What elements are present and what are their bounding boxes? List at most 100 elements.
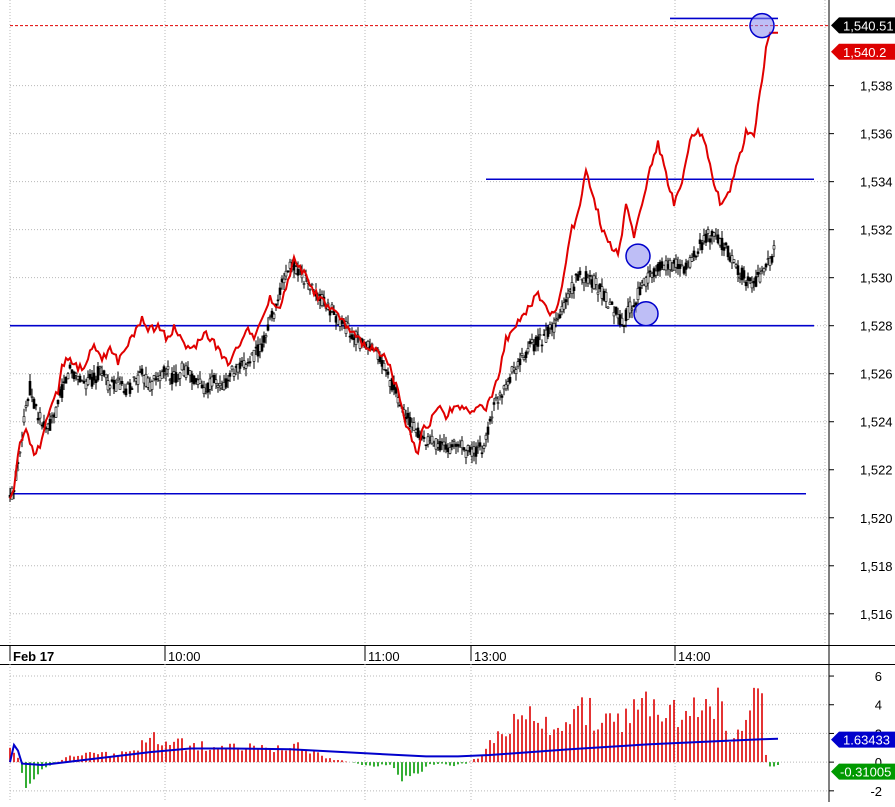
candle-body bbox=[512, 367, 516, 371]
y-tick-label: 1,524 bbox=[860, 415, 893, 430]
candle-body bbox=[110, 379, 114, 382]
candle-body bbox=[92, 372, 96, 381]
candle-body bbox=[240, 360, 244, 363]
candle-body bbox=[310, 283, 314, 286]
candle-body bbox=[384, 369, 388, 372]
candle-body bbox=[648, 270, 652, 273]
candle-body bbox=[558, 314, 562, 319]
candle-body bbox=[190, 373, 194, 383]
candle-body bbox=[224, 378, 228, 388]
candle-body bbox=[96, 366, 100, 381]
histogram-label-text: -0.31005 bbox=[840, 765, 891, 780]
candle-body bbox=[68, 364, 72, 369]
signal-label-box bbox=[831, 731, 895, 748]
candle-body bbox=[188, 370, 192, 376]
candle-body bbox=[128, 382, 132, 394]
candle-body bbox=[168, 379, 172, 381]
candle-body bbox=[354, 331, 358, 345]
y-tick-label: 1,526 bbox=[860, 367, 893, 382]
candle-body bbox=[382, 362, 386, 370]
candle-body bbox=[632, 305, 636, 308]
candle-body bbox=[598, 283, 602, 290]
candle-body bbox=[112, 379, 116, 390]
candle-body bbox=[538, 334, 542, 337]
candle-body bbox=[610, 301, 614, 305]
candle-body bbox=[88, 373, 92, 379]
candle-body bbox=[244, 364, 248, 369]
candle-body bbox=[60, 384, 64, 398]
candle-body bbox=[132, 376, 136, 379]
candle-body bbox=[700, 242, 704, 251]
candle-body bbox=[56, 399, 60, 405]
candle-body bbox=[76, 376, 80, 380]
candle-body bbox=[54, 406, 58, 418]
candle-body bbox=[742, 270, 746, 279]
candle-body bbox=[82, 380, 86, 384]
y-tick-label: 0 bbox=[875, 755, 882, 770]
x-tick-label: 11:00 bbox=[368, 649, 400, 664]
candle-body bbox=[596, 291, 600, 295]
candle-body bbox=[552, 322, 556, 333]
candle-body bbox=[176, 378, 180, 380]
candle-body bbox=[492, 402, 496, 405]
candle-body bbox=[24, 405, 28, 408]
candle-body bbox=[180, 362, 184, 371]
candle-body bbox=[142, 375, 146, 384]
candle-body bbox=[732, 259, 736, 263]
candle-body bbox=[696, 251, 700, 254]
candle-body bbox=[104, 374, 108, 379]
candle-body bbox=[660, 261, 664, 269]
price-label-box bbox=[831, 17, 895, 34]
candle-body bbox=[232, 373, 236, 377]
candle-body bbox=[706, 229, 710, 234]
candle-body bbox=[94, 379, 98, 383]
candle-body bbox=[708, 238, 712, 243]
signal-line bbox=[9, 737, 779, 767]
candle-body bbox=[184, 365, 188, 378]
candle-body bbox=[32, 398, 36, 409]
candle-body bbox=[668, 259, 672, 270]
candle-body bbox=[126, 382, 130, 385]
candle-body bbox=[78, 375, 82, 383]
candle-body bbox=[192, 375, 196, 384]
candle-body bbox=[34, 404, 38, 407]
candle-body bbox=[146, 377, 150, 388]
compare-line bbox=[9, 31, 778, 499]
candle-body bbox=[482, 445, 486, 449]
candle-body bbox=[532, 344, 536, 352]
candle-body bbox=[72, 371, 76, 380]
highlight-circle bbox=[633, 300, 659, 327]
candle-body bbox=[350, 334, 354, 339]
candle-body bbox=[764, 263, 768, 268]
y-tick-label: 4 bbox=[875, 698, 882, 713]
candle-body bbox=[308, 288, 312, 291]
candle-body bbox=[80, 380, 84, 382]
candle-body bbox=[166, 365, 170, 370]
candle-body bbox=[684, 262, 688, 270]
candle-body bbox=[724, 242, 728, 246]
candle-body bbox=[770, 256, 774, 263]
candle-body bbox=[162, 366, 166, 372]
candle-body bbox=[22, 416, 26, 423]
candle-body bbox=[38, 412, 42, 419]
candle-body bbox=[194, 378, 198, 383]
candle-body bbox=[90, 376, 94, 387]
candle-body bbox=[430, 435, 434, 444]
candle-body bbox=[212, 374, 216, 384]
candle-body bbox=[412, 422, 416, 431]
candle-body bbox=[252, 349, 256, 362]
candle-body bbox=[234, 366, 238, 368]
candle-body bbox=[678, 264, 682, 269]
candle-body bbox=[366, 341, 370, 348]
candle-body bbox=[70, 369, 74, 374]
candle-body bbox=[576, 274, 580, 281]
histogram-bars bbox=[9, 687, 779, 788]
highlight-markers bbox=[625, 12, 775, 327]
candle-body bbox=[386, 371, 390, 375]
candle-body bbox=[62, 381, 66, 384]
candle-body bbox=[150, 381, 154, 390]
candle-body bbox=[292, 261, 296, 271]
highlight-circle bbox=[749, 12, 775, 39]
candle-body bbox=[64, 376, 68, 384]
